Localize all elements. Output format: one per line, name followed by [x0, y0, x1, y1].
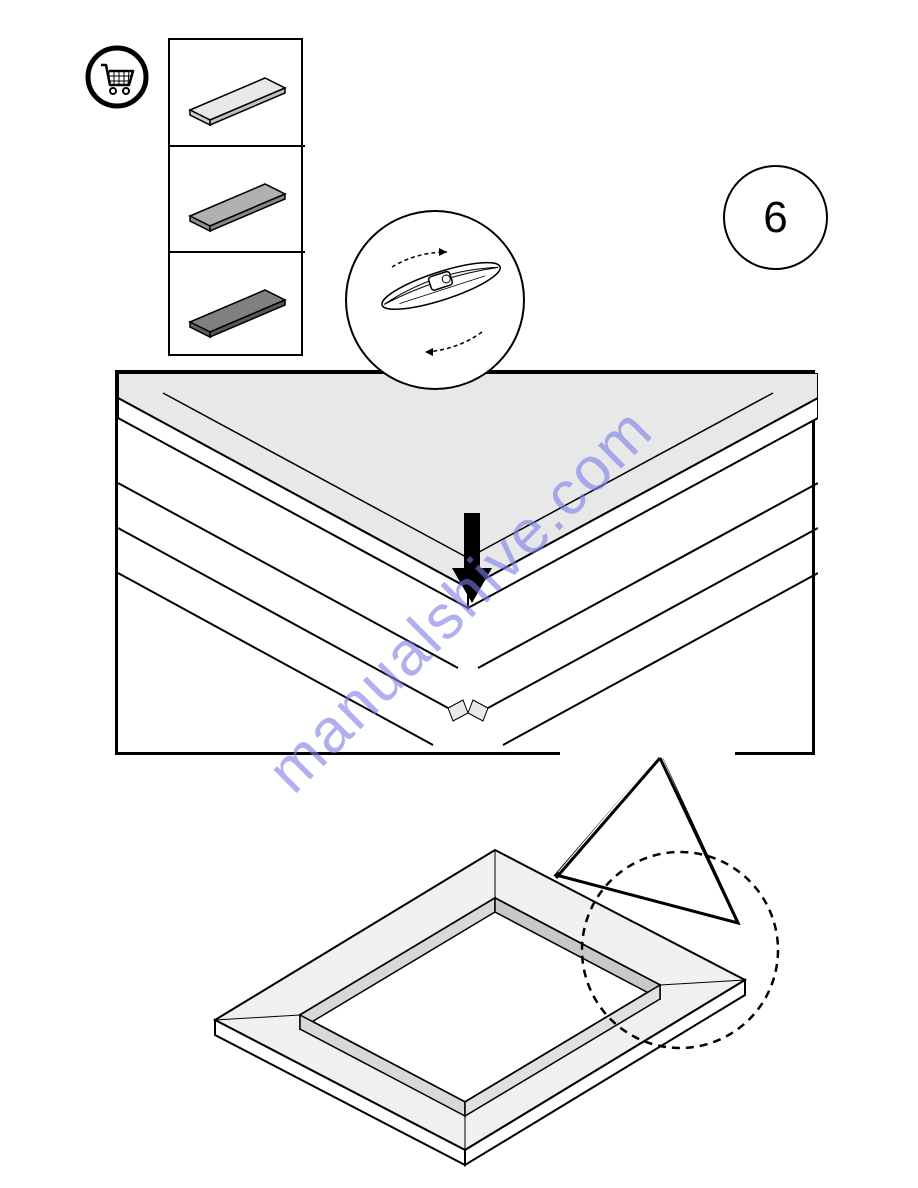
parts-strips [170, 40, 305, 358]
detail-box [115, 370, 815, 755]
tool-circle [345, 210, 525, 390]
corner-detail-illustration [118, 373, 818, 758]
clamp-tool-illustration [347, 212, 527, 392]
step-number-circle: 6 [723, 165, 828, 270]
parts-panel [168, 38, 303, 356]
step-number: 6 [763, 193, 787, 243]
cart-icon [85, 45, 149, 109]
cart-icon-badge [85, 45, 149, 109]
page-container: 6 [0, 0, 918, 1188]
